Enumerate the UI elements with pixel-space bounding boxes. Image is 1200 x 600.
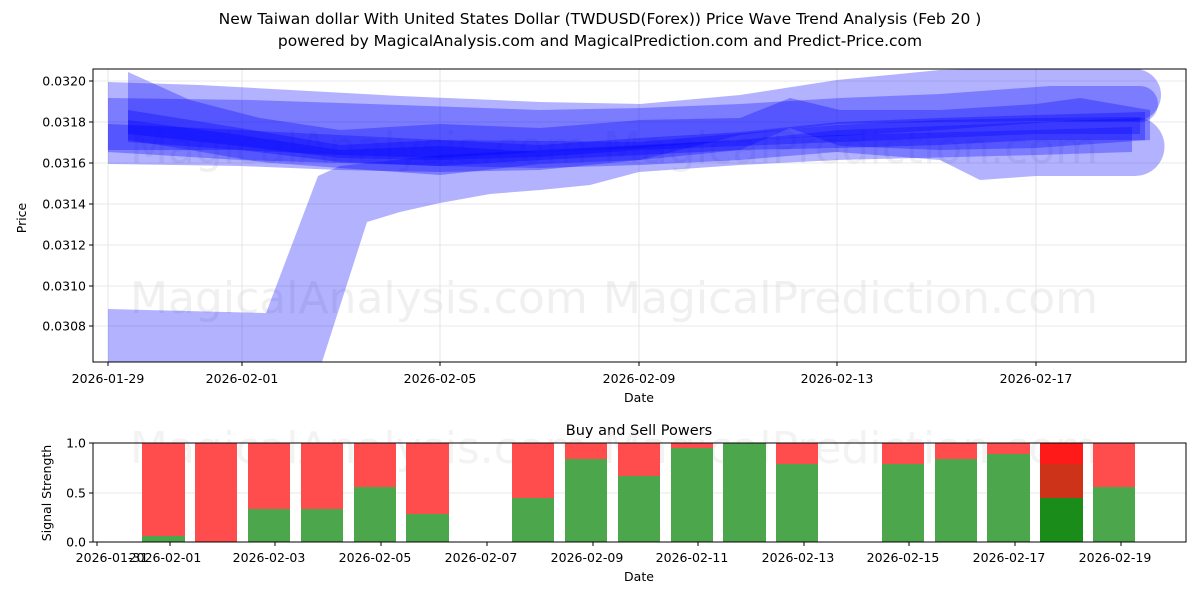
sell-bar	[935, 443, 977, 459]
sell-mid-bar	[1040, 464, 1083, 498]
x-tick-label: 2026-02-11	[656, 550, 729, 565]
buy-bar	[723, 443, 766, 542]
x-tick-label: 2026-02-17	[973, 550, 1046, 565]
buy-bar	[301, 509, 343, 542]
x-tick-label: 2026-02-05	[339, 550, 412, 565]
watermark-magicalprediction: MagicalPrediction.com	[603, 123, 1098, 174]
buy-bar	[987, 454, 1030, 542]
buy-bar	[354, 487, 396, 542]
chart-subtitle: powered by MagicalAnalysis.com and Magic…	[277, 32, 923, 50]
x-tick-label: 2026-01-31	[76, 550, 149, 565]
buy-sell-y-axis: 1.0 0.5 0.0 Signal Strength	[39, 436, 93, 550]
x-tick-label: 2026-02-15	[867, 550, 940, 565]
x-tick-label: 2026-02-07	[445, 550, 518, 565]
buy-sell-x-axis-label: Date	[624, 569, 654, 584]
sell-bar	[248, 443, 290, 509]
buy-bar	[1093, 487, 1135, 542]
wave-bands	[108, 69, 1165, 362]
buy-bar	[618, 476, 660, 542]
x-tick-label: 2026-02-01	[129, 550, 202, 565]
buy-bar	[406, 514, 449, 542]
buy-sell-bars	[142, 443, 1135, 542]
sell-bar	[671, 443, 713, 448]
x-tick-label: 2026-02-03	[233, 550, 306, 565]
buy-bar	[776, 464, 818, 542]
chart-title: New Taiwan dollar With United States Dol…	[218, 10, 982, 28]
sell-bar	[512, 443, 554, 498]
sell-bar	[301, 443, 343, 509]
price-wave-chart: MagicalAnalysis.com MagicalPrediction.co…	[14, 68, 1187, 405]
x-tick-label: 2026-02-19	[1079, 550, 1152, 565]
sell-bar	[565, 443, 607, 459]
sell-bar	[618, 443, 660, 476]
sell-bar	[195, 443, 237, 542]
buy-bar	[142, 536, 185, 542]
y-tick-label: 0.0314	[42, 197, 86, 212]
y-tick-label: 0.5	[66, 486, 86, 501]
buy-bar	[512, 498, 554, 542]
buy-bar	[671, 448, 713, 542]
buy-sell-x-axis: 2026-01-31 2026-02-01 2026-02-03 2026-02…	[76, 542, 1152, 584]
x-tick-label: 2026-02-05	[404, 371, 477, 386]
watermark-magicalprediction: MagicalPrediction.com	[603, 273, 1098, 324]
sell-bar	[142, 443, 185, 536]
y-tick-label: 0.0310	[42, 279, 86, 294]
price-grid	[93, 69, 1186, 362]
y-tick-label: 0.0320	[42, 74, 86, 89]
sell-bar	[776, 443, 818, 464]
price-y-axis-label: Price	[14, 202, 29, 233]
buy-bar	[248, 509, 290, 542]
x-tick-label: 2026-02-13	[801, 371, 874, 386]
x-tick-label: 2026-01-29	[72, 371, 145, 386]
buy-sell-title: Buy and Sell Powers	[566, 423, 712, 439]
x-tick-label: 2026-02-17	[1000, 371, 1073, 386]
buy-bar	[935, 459, 977, 542]
buy-bar	[565, 459, 607, 542]
price-y-axis: 0.0320 0.0318 0.0316 0.0314 0.0312 0.031…	[14, 74, 93, 334]
sell-bar	[354, 443, 396, 487]
sell-bar	[882, 443, 924, 464]
sell-bar	[1093, 443, 1135, 487]
x-tick-label: 2026-02-01	[206, 371, 279, 386]
y-tick-label: 0.0318	[42, 115, 86, 130]
buy-sell-y-axis-label: Signal Strength	[39, 445, 54, 541]
watermark-magicalanalysis: MagicalAnalysis.com	[130, 123, 588, 174]
watermark-magicalanalysis: MagicalAnalysis.com	[130, 273, 588, 324]
price-x-axis-label: Date	[624, 390, 654, 405]
y-tick-label: 1.0	[66, 436, 86, 451]
buy-bar	[882, 464, 924, 542]
x-tick-label: 2026-02-09	[551, 550, 624, 565]
buy-strong-bar	[1040, 498, 1083, 542]
buy-sell-power-chart: Buy and Sell Powers MagicalAnalysis.com …	[39, 423, 1187, 584]
x-tick-label: 2026-02-13	[762, 550, 835, 565]
sell-strong-bar	[1040, 443, 1083, 464]
sell-bar	[987, 443, 1030, 454]
sell-bar	[406, 443, 449, 514]
price-x-axis: 2026-01-29 2026-02-01 2026-02-05 2026-02…	[72, 362, 1073, 405]
y-tick-label: 0.0	[66, 535, 86, 550]
y-tick-label: 0.0308	[42, 319, 86, 334]
y-tick-label: 0.0312	[42, 238, 86, 253]
x-tick-label: 2026-02-09	[603, 371, 676, 386]
y-tick-label: 0.0316	[42, 156, 86, 171]
